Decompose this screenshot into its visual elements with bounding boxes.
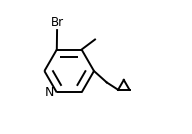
Text: Br: Br — [50, 16, 64, 29]
Text: N: N — [45, 86, 54, 99]
